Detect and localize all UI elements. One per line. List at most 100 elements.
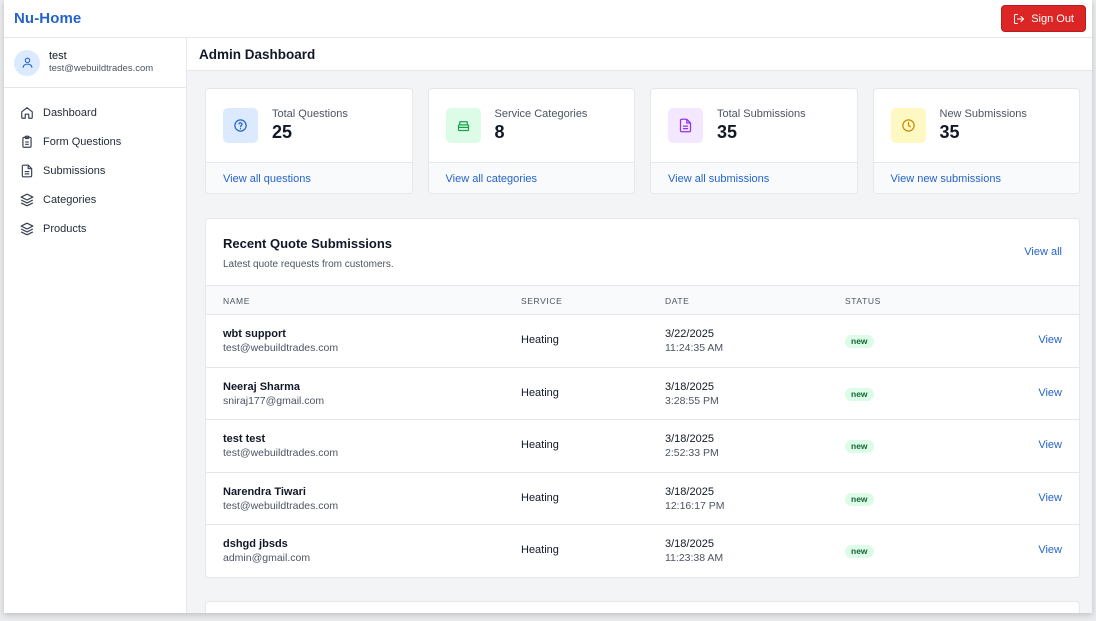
sign-out-button[interactable]: Sign Out bbox=[1001, 5, 1086, 32]
stat-label: Service Categories bbox=[494, 108, 588, 120]
column-header-name: NAME bbox=[223, 296, 250, 306]
stat-icon-box bbox=[223, 108, 258, 143]
page-header: Admin Dashboard bbox=[187, 38, 1092, 71]
sign-out-icon bbox=[1014, 13, 1025, 24]
stat-label: Total Questions bbox=[272, 108, 348, 120]
box-icon bbox=[457, 121, 469, 132]
user-icon bbox=[22, 57, 32, 68]
column-header-date: DATE bbox=[665, 296, 690, 306]
document-icon bbox=[679, 118, 692, 133]
view-link[interactable]: View bbox=[1038, 439, 1062, 452]
sidebar-item-dashboard[interactable]: Dashboard bbox=[4, 98, 186, 127]
view-link[interactable]: View bbox=[1038, 491, 1062, 504]
recent-submissions-title: Recent Quote Submissions bbox=[223, 236, 393, 251]
status-badge: new bbox=[845, 440, 874, 454]
view-all-questions-link[interactable]: View all questions bbox=[206, 162, 412, 193]
time-cell: 3:28:55 PM bbox=[665, 394, 719, 407]
recent-submissions-card: Recent Quote Submissions Latest quote re… bbox=[205, 218, 1080, 578]
sidebar-item-categories[interactable]: Categories bbox=[4, 185, 186, 214]
submitter-name: dshgd jbsds bbox=[223, 538, 288, 551]
stats-row: Total Questions 25 View all questions Se… bbox=[205, 88, 1080, 194]
submitter-email: sniraj177@gmail.com bbox=[223, 394, 325, 407]
stat-value: 8 bbox=[494, 122, 505, 142]
service-cell: Heating bbox=[521, 386, 559, 399]
date-cell: 3/18/2025 bbox=[665, 538, 714, 551]
time-cell: 12:16:17 PM bbox=[665, 499, 725, 512]
time-cell: 11:24:35 AM bbox=[665, 342, 724, 354]
main-content: Admin Dashboard Total Questions 25 View … bbox=[187, 38, 1092, 613]
service-cell: Heating bbox=[521, 491, 559, 504]
column-header-status: STATUS bbox=[845, 296, 881, 306]
view-link[interactable]: View bbox=[1038, 334, 1062, 346]
date-cell: 3/18/2025 bbox=[665, 433, 714, 446]
user-name: test bbox=[49, 50, 67, 62]
stat-icon-box bbox=[445, 108, 481, 143]
service-cell: Heating bbox=[521, 544, 559, 557]
sidebar-item-label: Products bbox=[43, 222, 87, 235]
clock-icon bbox=[901, 119, 915, 132]
sidebar-item-form-questions[interactable]: Form Questions bbox=[4, 127, 186, 156]
page-title: Admin Dashboard bbox=[199, 46, 316, 62]
date-cell: 3/22/2025 bbox=[665, 328, 714, 340]
status-badge: new bbox=[845, 492, 874, 506]
stat-label: New Submissions bbox=[939, 108, 1027, 120]
view-new-submissions-link[interactable]: View new submissions bbox=[873, 162, 1079, 193]
sidebar-item-label: Submissions bbox=[43, 164, 106, 177]
stat-card-service-categories: Service Categories 8 View all categories bbox=[427, 88, 635, 194]
stat-value: 35 bbox=[939, 122, 960, 142]
view-link[interactable]: View bbox=[1038, 544, 1062, 557]
time-cell: 11:23:38 AM bbox=[665, 552, 724, 565]
view-link[interactable]: View bbox=[1038, 386, 1062, 399]
stat-card-new-submissions: New Submissions 35 View new submissions bbox=[872, 88, 1080, 194]
submitter-name: wbt support bbox=[223, 328, 286, 340]
submitter-email: test@webuildtrades.com bbox=[223, 447, 339, 460]
sidebar-item-label: Form Questions bbox=[43, 135, 122, 148]
submitter-email: test@webuildtrades.com bbox=[223, 342, 339, 354]
status-badge: new bbox=[845, 387, 874, 401]
submitter-email: test@webuildtrades.com bbox=[223, 499, 339, 512]
time-cell: 2:52:33 PM bbox=[665, 447, 719, 460]
sidebar-item-label: Categories bbox=[43, 193, 97, 206]
table-header: NAME SERVICE DATE STATUS bbox=[206, 286, 1079, 315]
sidebar-item-submissions[interactable]: Submissions bbox=[4, 156, 186, 185]
home-icon bbox=[21, 106, 33, 119]
submitter-name: Neeraj Sharma bbox=[223, 380, 301, 393]
question-circle-icon bbox=[234, 119, 247, 132]
clipboard-icon bbox=[22, 135, 32, 148]
view-all-categories-link[interactable]: View all categories bbox=[428, 162, 634, 193]
table-row: Neeraj Sharma sniraj177@gmail.com Heatin… bbox=[206, 368, 1079, 421]
status-badge: new bbox=[845, 335, 874, 348]
document-icon bbox=[21, 164, 33, 177]
stat-card-total-submissions: Total Submissions 35 View all submission… bbox=[650, 88, 858, 194]
view-all-submissions-link[interactable]: View all submissions bbox=[651, 162, 857, 193]
table-row: dshgd jbsds admin@gmail.com Heating 3/18… bbox=[206, 525, 1079, 577]
sidebar-item-products[interactable]: Products bbox=[4, 214, 186, 243]
table-row: test test test@webuildtrades.com Heating… bbox=[206, 420, 1079, 473]
submitter-email: admin@gmail.com bbox=[223, 552, 311, 565]
user-profile: test test@webuildtrades.com bbox=[4, 38, 186, 88]
view-all-link[interactable]: View all bbox=[1024, 246, 1062, 258]
sidebar-nav: Dashboard Form Questions Submissions Cat… bbox=[4, 88, 186, 243]
column-header-service: SERVICE bbox=[521, 296, 563, 306]
date-cell: 3/18/2025 bbox=[665, 380, 714, 393]
recent-submissions-subtitle: Latest quote requests from customers. bbox=[223, 259, 394, 270]
sidebar-item-label: Dashboard bbox=[43, 106, 97, 119]
user-email: test@webuildtrades.com bbox=[49, 63, 154, 74]
stat-icon-box bbox=[668, 108, 703, 143]
recent-submissions-header: Recent Quote Submissions Latest quote re… bbox=[206, 219, 1079, 286]
submitter-name: Narendra Tiwari bbox=[223, 485, 306, 498]
stat-card-total-questions: Total Questions 25 View all questions bbox=[205, 88, 413, 194]
sign-out-label: Sign Out bbox=[1031, 12, 1074, 25]
stat-value: 35 bbox=[717, 122, 738, 142]
layers-icon bbox=[20, 222, 34, 235]
brand-logo[interactable]: Nu-Home bbox=[14, 10, 82, 27]
stat-icon-box bbox=[890, 108, 926, 143]
layers-icon bbox=[20, 193, 34, 206]
sidebar: test test@webuildtrades.com Dashboard Fo… bbox=[4, 38, 187, 613]
next-section-card bbox=[205, 601, 1080, 613]
service-cell: Heating bbox=[521, 439, 559, 452]
table-row: Narendra Tiwari test@webuildtrades.com H… bbox=[206, 473, 1079, 526]
avatar bbox=[14, 49, 40, 76]
top-bar: Nu-Home Sign Out bbox=[4, 0, 1092, 38]
stat-value: 25 bbox=[272, 122, 293, 142]
